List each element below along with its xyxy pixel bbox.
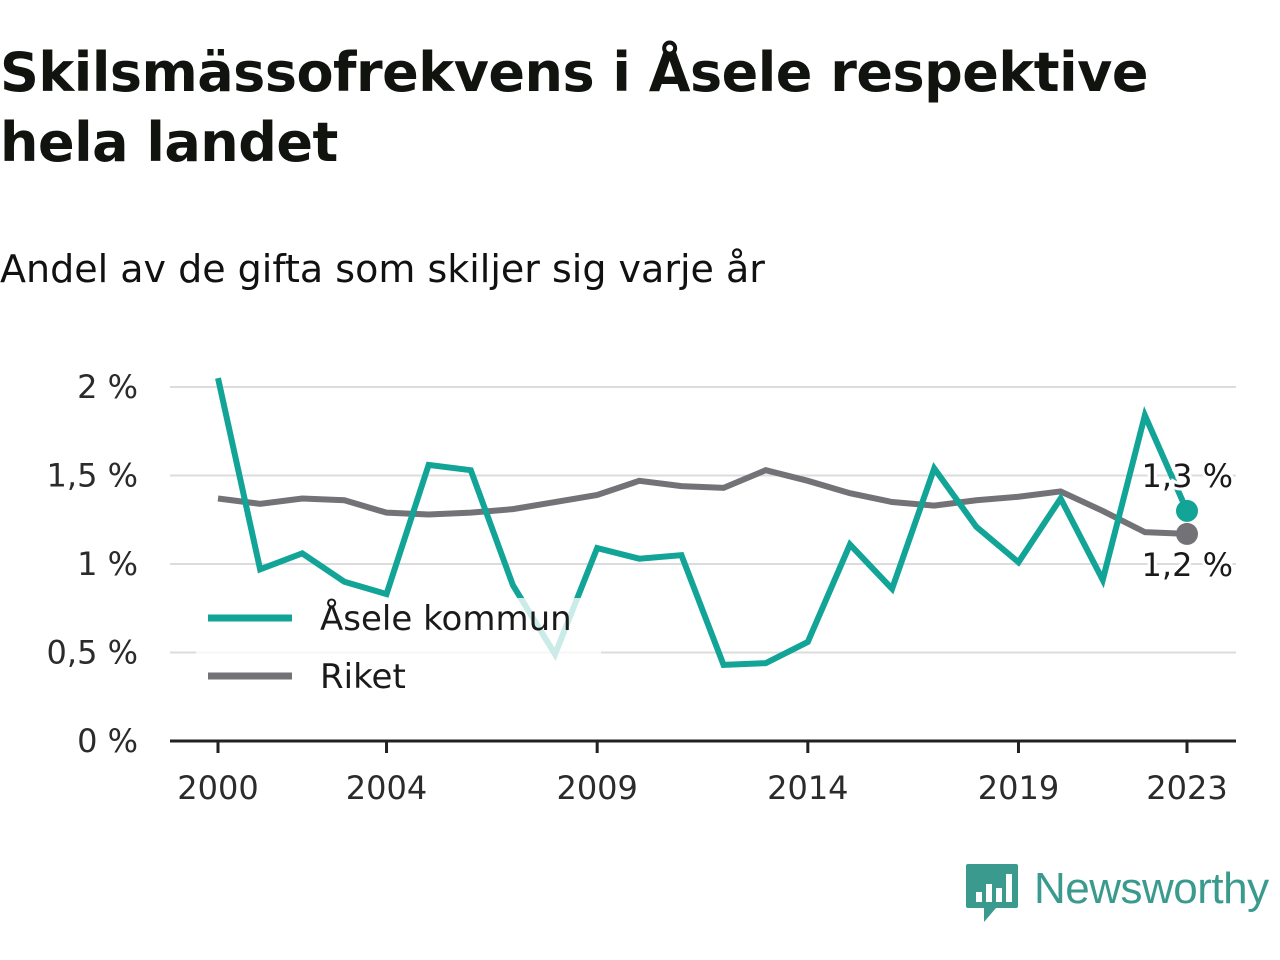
x-tick-label: 2023 (1146, 769, 1227, 807)
y-tick-label: 0 % (77, 722, 138, 760)
x-tick-label: 2014 (767, 769, 848, 807)
end-label-asele-kommun: 1,3 % (1142, 457, 1233, 495)
bar-chart-speech-bubble-icon (966, 864, 1018, 922)
series-line-asele-kommun (215, 377, 1190, 668)
y-axis: 0 % 0,5 % 1 % 1,5 % 2 % (47, 368, 138, 760)
x-tick-label: 2019 (978, 769, 1059, 807)
x-tick-label: 2009 (556, 769, 637, 807)
y-tick-label: 1,5 % (47, 457, 138, 495)
chart-subtitle: Andel av de gifta som skiljer sig varje … (0, 247, 765, 291)
chart-title: Skilsmässofrekvens i Åsele respektive he… (0, 41, 1148, 174)
series-lines (215, 377, 1198, 668)
end-label-riket: 1,2 % (1142, 546, 1233, 584)
legend: Åsele kommun Riket (196, 598, 601, 714)
y-tick-label: 2 % (77, 368, 138, 406)
y-tick-label: 1 % (77, 545, 138, 583)
x-tick-label: 2004 (346, 769, 427, 807)
brand-name: Newsworthy (1034, 864, 1269, 913)
y-tick-label: 0,5 % (47, 634, 138, 672)
end-point-asele-kommun (1176, 499, 1198, 522)
end-point-riket (1176, 522, 1198, 545)
x-axis: 2000 2004 2009 2014 2019 2023 (170, 739, 1236, 807)
x-tick-label: 2000 (177, 769, 258, 807)
newsworthy-logo: Newsworthy (964, 862, 1280, 926)
end-labels: 1,3 % 1,2 % (1139, 454, 1236, 587)
legend-label-riket: Riket (320, 657, 406, 697)
series-line-riket (217, 467, 1188, 537)
legend-label-asele-kommun: Åsele kommun (320, 598, 572, 639)
